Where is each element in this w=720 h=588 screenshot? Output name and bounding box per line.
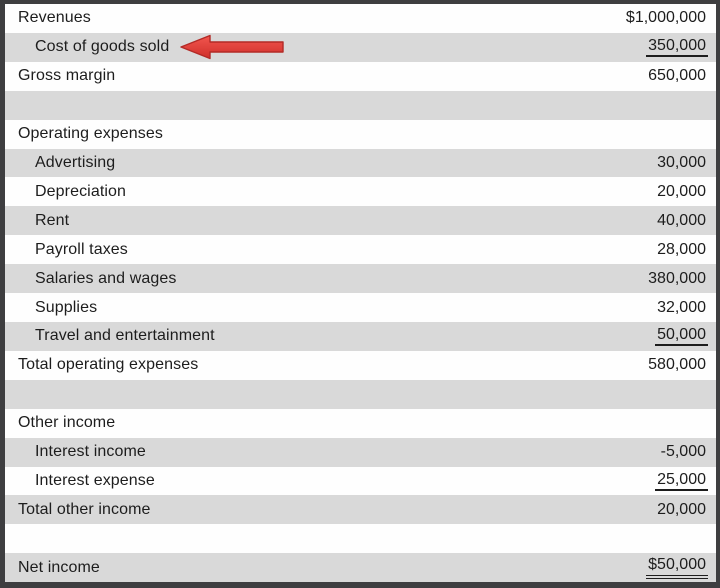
row-label-group: Net income [5, 559, 100, 577]
row-label-group: Revenues [5, 9, 91, 27]
row-label-group: Salaries and wages [5, 270, 176, 288]
row-spacer-3 [5, 524, 716, 554]
row-label-group: Depreciation [5, 183, 126, 201]
row-label: Operating expenses [18, 125, 164, 143]
row-value: $50,000 [646, 556, 708, 580]
row-value: 20,000 [657, 182, 706, 200]
row-total-other-income: Total other income 20,000 [5, 495, 716, 525]
row-label-group: Payroll taxes [5, 241, 128, 259]
statement-body: Revenues $1,000,000 Cost of goods sold 350,… [5, 4, 716, 583]
row-label: Cost of goods sold [35, 38, 170, 56]
row-value: -5,000 [660, 443, 706, 461]
row-value: 380,000 [648, 269, 706, 287]
row-spacer-1 [5, 90, 716, 120]
row-advertising: Advertising 30,000 [5, 148, 716, 178]
row-travel-and-entertainment: Travel and entertainment 50,000 [5, 321, 716, 351]
row-label: Total operating expenses [18, 356, 199, 374]
row-payroll-taxes: Payroll taxes 28,000 [5, 235, 716, 265]
row-label: Interest expense [35, 471, 155, 489]
row-label: Interest income [35, 443, 146, 461]
row-label: Revenues [18, 9, 91, 27]
row-label-group: Gross margin [5, 67, 115, 85]
row-label: Other income [18, 414, 116, 432]
row-label: Gross margin [18, 67, 116, 85]
row-label-group: Other income [5, 414, 115, 432]
row-net-income: Net income $50,000 [5, 553, 716, 583]
row-label-group: Travel and entertainment [5, 327, 215, 345]
row-value: 30,000 [657, 153, 706, 171]
row-label-group: Total other income [5, 501, 151, 519]
row-salaries-and-wages: Salaries and wages 380,000 [5, 264, 716, 294]
row-value: 40,000 [657, 211, 706, 229]
row-interest-expense: Interest expense 25,000 [5, 466, 716, 496]
row-label: Depreciation [35, 182, 127, 200]
row-label-group: Interest expense [5, 472, 155, 490]
row-revenues: Revenues $1,000,000 [5, 4, 716, 33]
row-label-group: Advertising [5, 154, 115, 172]
row-label: Net income [18, 558, 100, 576]
red-arrow-left-icon [180, 35, 285, 60]
row-depreciation: Depreciation 20,000 [5, 177, 716, 207]
row-value: 50,000 [655, 326, 708, 347]
row-supplies: Supplies 32,000 [5, 293, 716, 322]
row-value: 32,000 [657, 298, 706, 316]
row-label: Rent [35, 211, 70, 229]
row-label-group: Rent [5, 212, 69, 230]
row-value: 350,000 [646, 37, 708, 58]
row-value: $1,000,000 [625, 9, 706, 27]
row-interest-income: Interest income -5,000 [5, 437, 716, 467]
row-value: 580,000 [648, 356, 706, 374]
row-value: 25,000 [655, 471, 708, 491]
row-value: 28,000 [657, 240, 706, 258]
row-label: Supplies [35, 298, 98, 316]
row-label: Total other income [18, 500, 151, 518]
row-label: Salaries and wages [35, 269, 177, 287]
row-spacer-2 [5, 379, 716, 409]
row-value: 20,000 [657, 500, 706, 518]
row-value: 650,000 [648, 67, 706, 85]
row-gross-margin: Gross margin 650,000 [5, 61, 716, 91]
row-label-group: Operating expenses [5, 125, 163, 143]
row-label: Payroll taxes [35, 240, 128, 258]
row-cost-of-goods-sold: Cost of goods sold 350,000 [5, 32, 716, 62]
row-label: Travel and entertainment [35, 327, 215, 345]
row-label-group: Interest income [5, 443, 146, 461]
row-rent: Rent 40,000 [5, 206, 716, 236]
row-label-group: Cost of goods sold [5, 34, 285, 60]
row-label-group: Supplies [5, 299, 97, 317]
row-operating-expenses-header: Operating expenses [5, 119, 716, 149]
row-label-group: Total operating expenses [5, 356, 198, 374]
row-label: Advertising [35, 153, 116, 171]
row-other-income-header: Other income [5, 408, 716, 438]
row-total-operating-expenses: Total operating expenses 580,000 [5, 350, 716, 380]
